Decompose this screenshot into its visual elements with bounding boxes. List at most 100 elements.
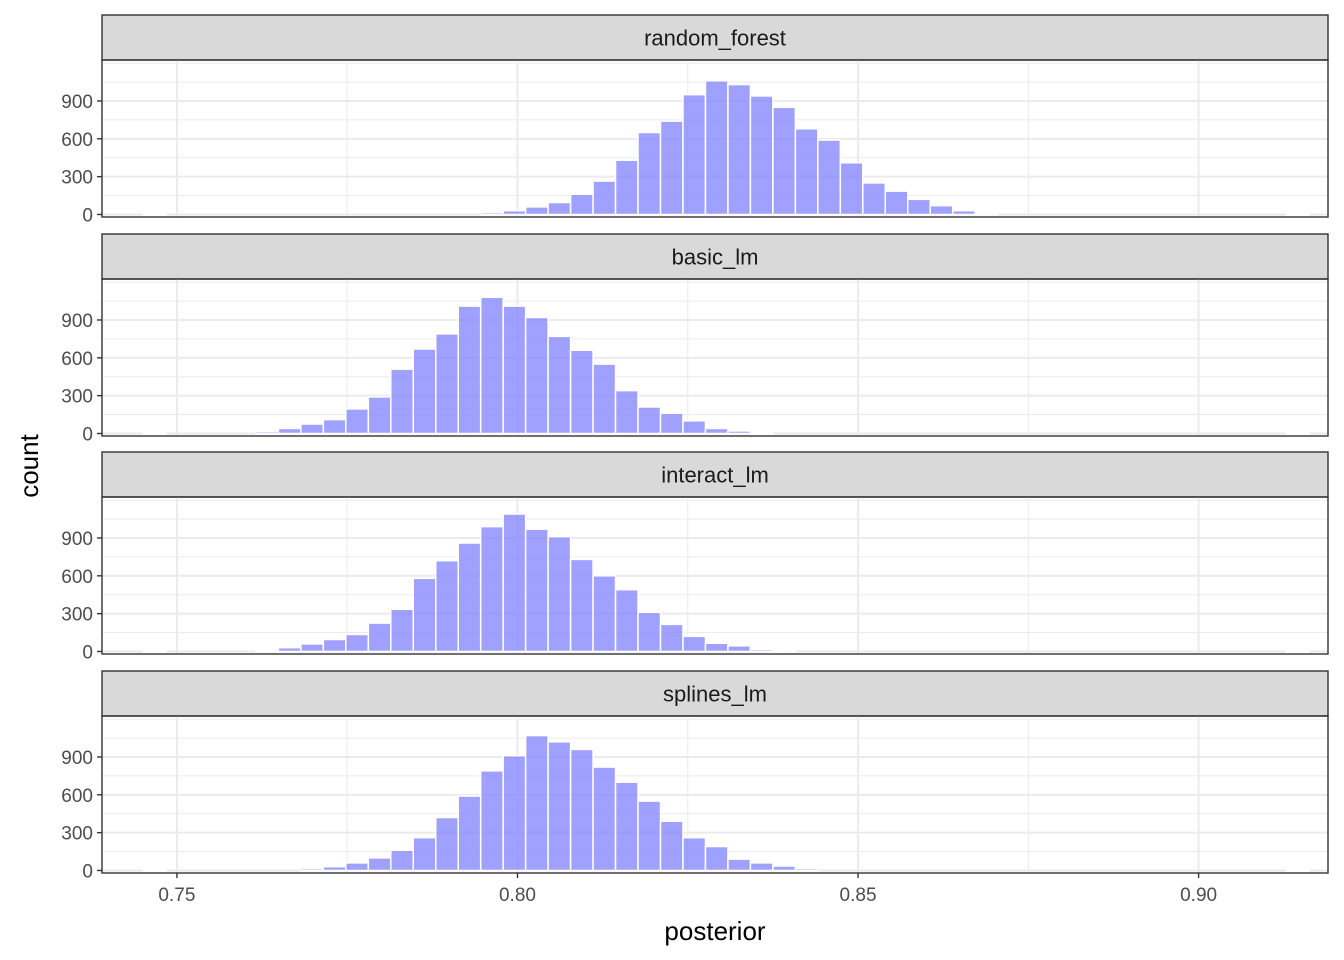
- y-axis: 0 300 600 900: [61, 748, 102, 882]
- histogram-bar: [367, 622, 392, 653]
- y-tick-label: 900: [61, 529, 93, 550]
- histogram-bar: [479, 296, 504, 435]
- histogram-bar: [772, 865, 797, 872]
- histogram-bar: [412, 348, 437, 435]
- y-tick-label: 300: [61, 605, 93, 626]
- histogram-bar: [277, 427, 302, 435]
- histogram-bar: [569, 748, 594, 872]
- y-tick-label: 600: [61, 349, 93, 370]
- histogram-bar: [682, 93, 707, 216]
- histogram-bar: [547, 335, 572, 435]
- y-tick-label: 900: [61, 92, 93, 113]
- y-tick-label: 0: [82, 205, 93, 226]
- y-axis: 0 300 600 900: [61, 311, 102, 445]
- histogram-bar: [907, 198, 931, 216]
- histogram-bar: [255, 649, 280, 653]
- panel-grid: [102, 279, 1328, 436]
- histogram-bar: [682, 836, 707, 872]
- histogram-bar: [1285, 650, 1310, 653]
- histogram-bar: [142, 432, 167, 435]
- histogram-bar: [592, 363, 617, 435]
- y-tick-label: 900: [61, 311, 93, 332]
- histogram-bar: [637, 611, 662, 653]
- histogram-bar: [794, 867, 819, 872]
- histogram-bar: [772, 106, 797, 216]
- histogram-bars: [142, 80, 1310, 216]
- histogram-bar: [524, 206, 549, 216]
- y-axis-title: count: [14, 433, 44, 497]
- histogram-bar: [367, 396, 392, 435]
- histogram-bar: [659, 412, 684, 435]
- histogram-bar: [749, 648, 774, 653]
- histogram-bar: [434, 559, 459, 653]
- histogram-bar: [637, 800, 662, 872]
- histogram-bar: [727, 858, 752, 872]
- x-tick-label: 0.85: [840, 885, 877, 906]
- histogram-bar: [749, 432, 774, 435]
- histogram-bar: [1285, 432, 1310, 435]
- x-tick-label: 0.75: [158, 885, 195, 906]
- histogram-bar: [637, 406, 662, 435]
- y-tick-label: 300: [61, 168, 93, 189]
- histogram-bar: [457, 542, 482, 653]
- histogram-bar: [412, 577, 437, 653]
- histogram-bar: [524, 734, 549, 872]
- histogram-bar: [277, 646, 302, 653]
- histogram-bar: [1285, 869, 1310, 872]
- histogram-bar: [929, 204, 954, 216]
- y-tick-label: 600: [61, 130, 93, 151]
- histogram-bar: [682, 420, 707, 435]
- histogram-bar: [547, 741, 572, 872]
- facet-panels: random_forest 0 300 600 900 basic_lm 0 300 600 90…: [61, 14, 1329, 882]
- histogram-bar: [390, 849, 415, 872]
- histogram-bars: [142, 513, 1310, 653]
- histogram-bar: [457, 795, 482, 872]
- histogram-bar: [592, 766, 617, 872]
- histogram-bar: [322, 865, 347, 872]
- histogram-bar: [345, 633, 370, 653]
- histogram-bar: [524, 528, 549, 653]
- y-tick-label: 300: [61, 387, 93, 408]
- histogram-bar: [142, 650, 167, 653]
- histogram-bar: [479, 525, 504, 653]
- histogram-bar: [884, 190, 909, 216]
- histogram-bar: [682, 635, 707, 653]
- histogram-bar: [322, 638, 347, 653]
- facet-strip: [101, 233, 1329, 280]
- histogram-bar: [592, 180, 617, 216]
- facet-strip: [101, 14, 1329, 61]
- histogram-bar: [659, 820, 684, 872]
- x-tick-label: 0.80: [499, 885, 536, 906]
- histogram-bar: [862, 182, 887, 216]
- histogram-bar: [434, 333, 459, 435]
- histogram-bar: [659, 120, 684, 216]
- y-axis: 0 300 600 900: [61, 529, 102, 663]
- histogram-bar: [704, 642, 729, 653]
- panel-interact-lm: interact_lm 0 300 600 900: [61, 451, 1329, 663]
- y-tick-label: 0: [82, 642, 93, 663]
- histogram-bars: [142, 296, 1310, 435]
- histogram-bar: [547, 201, 572, 216]
- histogram-bar: [300, 423, 325, 435]
- facet-strip-label: splines_lm: [663, 682, 767, 707]
- histogram-bar: [502, 209, 527, 216]
- histogram-bar: [569, 193, 594, 216]
- histogram-bar: [794, 127, 819, 216]
- histogram-bar: [434, 816, 459, 872]
- histogram-bar: [569, 558, 594, 653]
- x-axis: 0.75 0.80 0.85 0.90: [158, 873, 1217, 906]
- histogram-bar: [727, 83, 752, 216]
- histogram-bar: [547, 535, 572, 653]
- histogram-bar: [614, 588, 639, 653]
- histogram-bar: [727, 645, 752, 653]
- histogram-bar: [749, 862, 774, 872]
- y-axis: 0 300 600 900: [61, 92, 102, 226]
- histogram-bar: [772, 650, 797, 653]
- histogram-bar: [390, 368, 415, 435]
- histogram-bar: [255, 430, 280, 435]
- histogram-bar: [502, 754, 527, 872]
- histogram-bar: [412, 836, 437, 872]
- histogram-bar: [390, 608, 415, 653]
- histogram-bar: [457, 305, 482, 435]
- histogram-bar: [479, 211, 504, 216]
